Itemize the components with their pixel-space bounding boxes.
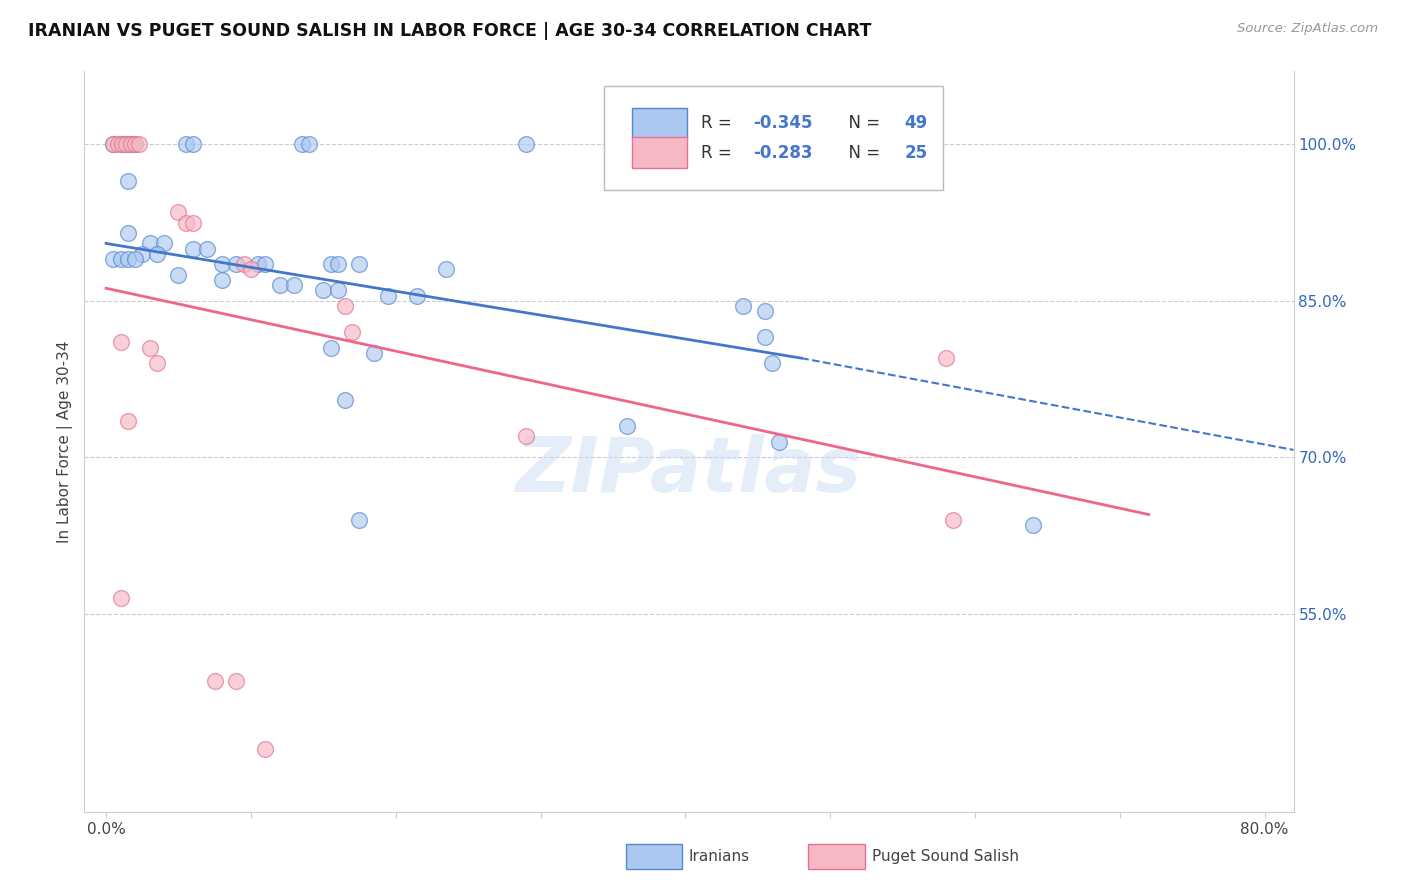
Point: [326, 257, 349, 271]
Point: [145, 356, 167, 370]
Point: [110, 335, 132, 350]
Point: [103, 252, 125, 266]
Point: [138, 341, 160, 355]
Point: [103, 137, 125, 152]
Point: [232, 257, 254, 271]
Point: [768, 434, 790, 449]
Point: [115, 137, 138, 152]
Point: [319, 341, 342, 355]
Point: [333, 299, 356, 313]
Text: ZIPatlas: ZIPatlas: [516, 434, 862, 508]
Point: [312, 283, 335, 297]
Text: R =: R =: [702, 144, 737, 161]
Point: [754, 330, 776, 344]
Point: [733, 299, 755, 313]
Point: [754, 304, 776, 318]
Text: Puget Sound Salish: Puget Sound Salish: [872, 849, 1019, 863]
Text: Source: ZipAtlas.com: Source: ZipAtlas.com: [1237, 22, 1378, 36]
FancyBboxPatch shape: [605, 87, 943, 190]
Text: N =: N =: [838, 114, 884, 132]
Text: -0.283: -0.283: [754, 144, 813, 161]
Text: R =: R =: [702, 114, 737, 132]
Point: [118, 137, 141, 152]
Point: [269, 278, 291, 293]
Text: N =: N =: [838, 144, 884, 161]
Point: [942, 513, 965, 527]
Point: [761, 356, 783, 370]
Point: [114, 137, 136, 152]
Point: [204, 674, 226, 689]
Point: [110, 252, 132, 266]
Point: [122, 137, 145, 152]
Point: [406, 288, 429, 302]
Point: [283, 278, 305, 293]
Point: [616, 418, 638, 433]
Point: [131, 247, 153, 261]
Point: [239, 262, 262, 277]
Point: [211, 257, 233, 271]
Point: [515, 429, 537, 443]
Point: [110, 137, 132, 152]
Text: Iranians: Iranians: [689, 849, 749, 863]
Point: [515, 137, 537, 152]
Point: [225, 257, 247, 271]
Point: [167, 205, 190, 219]
Point: [103, 137, 125, 152]
Point: [107, 137, 129, 152]
Point: [167, 268, 190, 282]
Point: [174, 216, 197, 230]
Point: [247, 257, 270, 271]
Point: [181, 242, 204, 256]
Point: [298, 137, 321, 152]
Point: [333, 392, 356, 407]
Point: [111, 137, 134, 152]
Point: [363, 346, 385, 360]
Point: [377, 288, 399, 302]
Point: [124, 137, 146, 152]
Point: [319, 257, 342, 271]
Bar: [633, 108, 686, 138]
Point: [117, 414, 139, 428]
Point: [120, 137, 142, 152]
Point: [145, 247, 167, 261]
Point: [181, 137, 204, 152]
Text: 25: 25: [904, 144, 928, 161]
Point: [124, 252, 146, 266]
Point: [117, 252, 139, 266]
Point: [326, 283, 349, 297]
Point: [225, 674, 247, 689]
Point: [197, 242, 219, 256]
Point: [211, 273, 233, 287]
Point: [117, 174, 139, 188]
Text: 49: 49: [904, 114, 928, 132]
Point: [935, 351, 957, 365]
Point: [254, 742, 277, 756]
Point: [110, 591, 132, 605]
Point: [349, 513, 371, 527]
Point: [117, 226, 139, 240]
Y-axis label: In Labor Force | Age 30-34: In Labor Force | Age 30-34: [58, 340, 73, 543]
Point: [153, 236, 176, 251]
Point: [1022, 518, 1045, 533]
Text: -0.345: -0.345: [754, 114, 813, 132]
Point: [138, 236, 160, 251]
Point: [342, 325, 364, 339]
Point: [434, 262, 457, 277]
Text: IRANIAN VS PUGET SOUND SALISH IN LABOR FORCE | AGE 30-34 CORRELATION CHART: IRANIAN VS PUGET SOUND SALISH IN LABOR F…: [28, 22, 872, 40]
Point: [181, 216, 204, 230]
Point: [290, 137, 312, 152]
Point: [128, 137, 150, 152]
Point: [174, 137, 197, 152]
Point: [349, 257, 371, 271]
Point: [254, 257, 277, 271]
Bar: [633, 137, 686, 168]
